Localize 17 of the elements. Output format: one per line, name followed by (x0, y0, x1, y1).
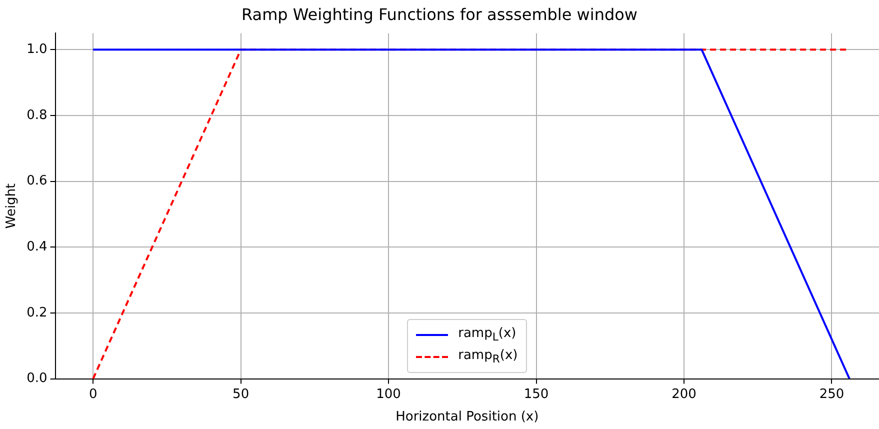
y-tick-label: 0.4 (26, 240, 48, 255)
y-tick-label: 0.0 (26, 371, 48, 386)
y-tick-label: 1.0 (26, 42, 48, 58)
x-tick-label: 50 (232, 386, 250, 402)
y-tick-label: 0.6 (26, 174, 48, 189)
legend-label: ramp$_{R}$(x) (458, 348, 518, 366)
x-tick-label: 100 (376, 386, 401, 402)
y-tick-label: 0.8 (26, 108, 48, 123)
y-tick-label: 0.2 (26, 305, 48, 320)
x-tick-label: 150 (524, 386, 549, 402)
x-tick-label: 250 (819, 386, 844, 402)
x-tick-label: 0 (88, 386, 98, 402)
x-axis-title: Horizontal Position (x) (396, 410, 539, 425)
y-axis-title: Weight (4, 183, 20, 229)
legend-label: ramp$_{L}$(x) (458, 326, 516, 344)
chart-title: Ramp Weighting Functions for asssemble window (241, 4, 638, 24)
x-tick-label: 200 (672, 386, 696, 402)
